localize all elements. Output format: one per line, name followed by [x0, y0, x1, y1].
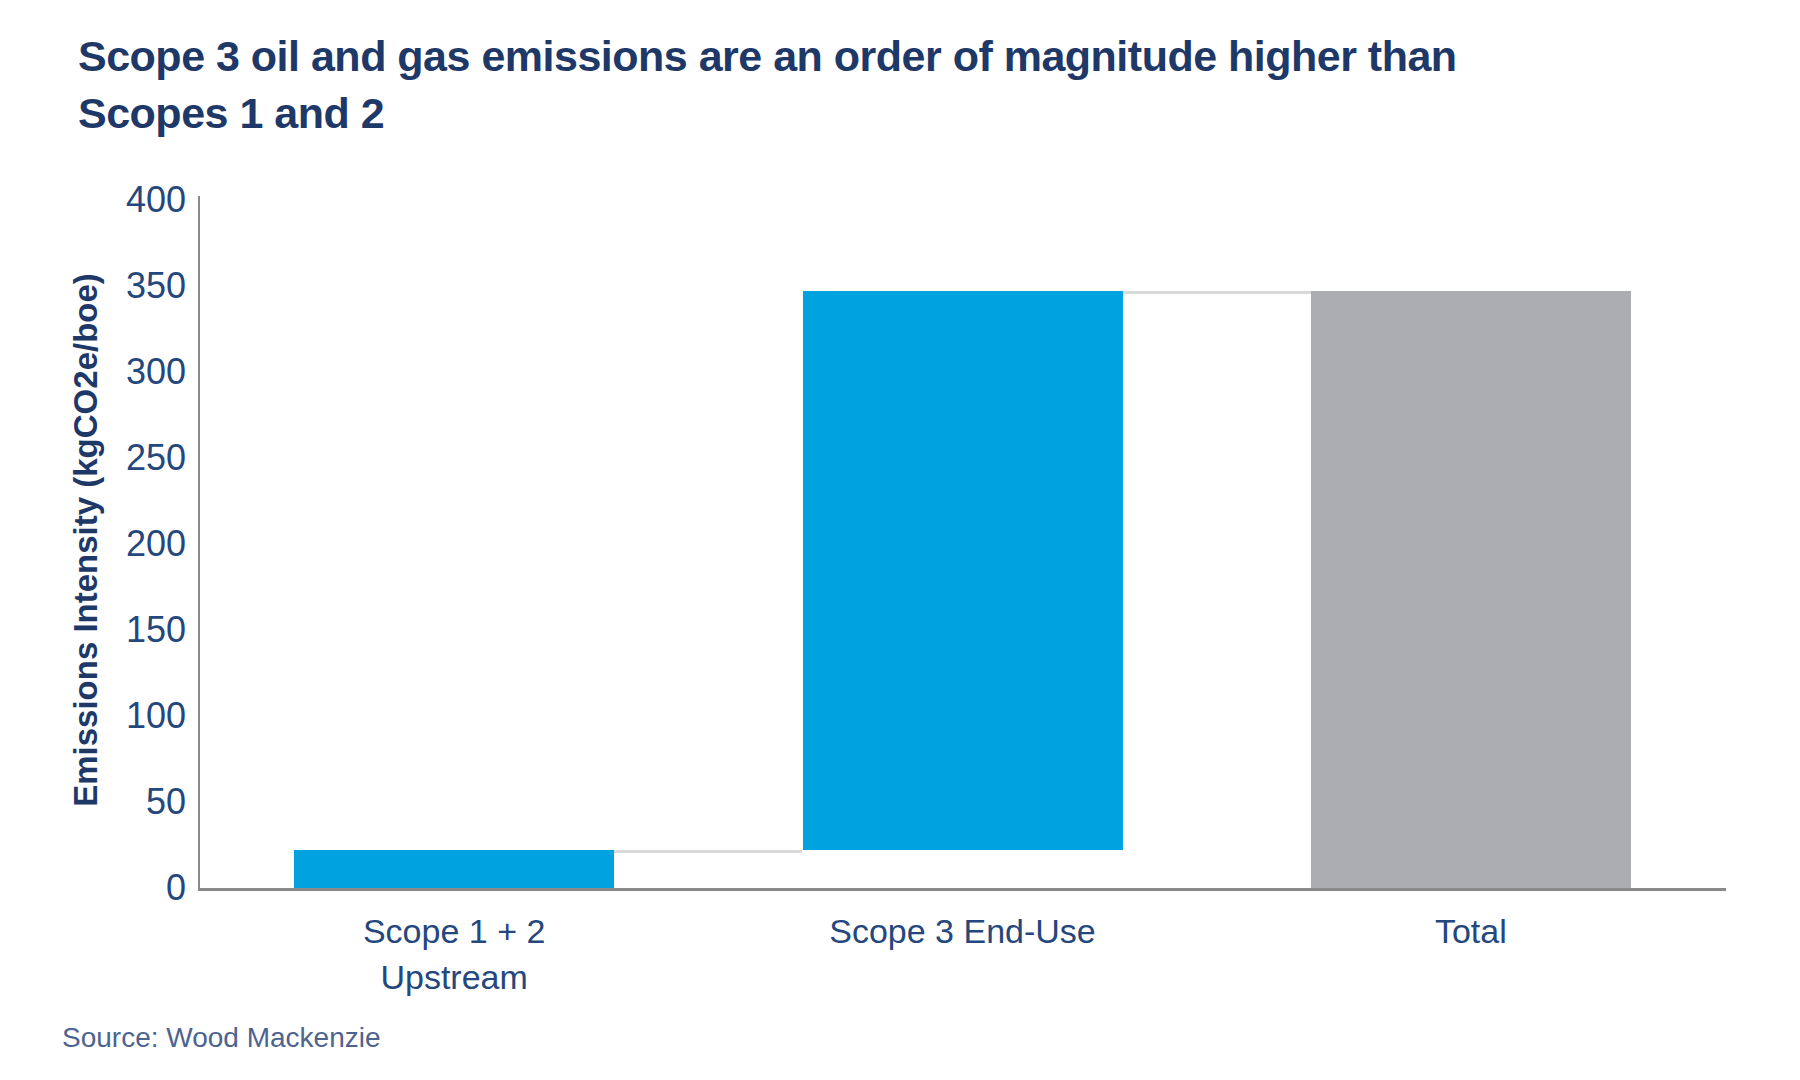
- bar-scope-3-end-use: [803, 291, 1123, 850]
- y-axis-tick-label-350: 350: [40, 268, 186, 304]
- y-axis-tick-label-400: 400: [40, 182, 186, 218]
- chart-title-line-1: Scope 3 oil and gas emissions are an ord…: [78, 28, 1598, 85]
- waterfall-connector: [614, 850, 802, 853]
- bar-total: [1311, 291, 1631, 888]
- y-axis-tick-label-150: 150: [40, 612, 186, 648]
- y-axis-tick-label-100: 100: [40, 698, 186, 734]
- x-axis-label-scope-3-end-use: Scope 3 End-Use: [829, 908, 1096, 954]
- y-axis-tick-labels: 0 50 100 150 200 250 300 350 400: [40, 0, 186, 1080]
- y-axis-tick-label-50: 50: [40, 784, 186, 820]
- plot-area: [200, 200, 1725, 888]
- waterfall-connector: [1123, 291, 1311, 294]
- x-axis-label-line: Total: [1435, 908, 1507, 954]
- y-axis-tick-label-0: 0: [40, 870, 186, 906]
- x-axis-line: [198, 888, 1726, 891]
- x-axis-label-line: Scope 1 + 2: [363, 908, 545, 954]
- source-note: Source: Wood Mackenzie: [62, 1022, 381, 1054]
- chart-title-line-2: Scopes 1 and 2: [78, 85, 1598, 142]
- y-axis-tick-label-200: 200: [40, 526, 186, 562]
- x-axis-category-labels: Scope 1 + 2Upstream Scope 3 End-Use Total: [200, 908, 1725, 1018]
- chart-page: Scope 3 oil and gas emissions are an ord…: [0, 0, 1800, 1080]
- bar-scope-1-2-upstream: [294, 850, 614, 888]
- x-axis-label-scope-1-2-upstream: Scope 1 + 2Upstream: [363, 908, 545, 1000]
- x-axis-label-total: Total: [1435, 908, 1507, 954]
- y-axis-tick-label-300: 300: [40, 354, 186, 390]
- y-axis-tick-label-250: 250: [40, 440, 186, 476]
- chart-title: Scope 3 oil and gas emissions are an ord…: [78, 28, 1598, 142]
- x-axis-label-line: Upstream: [363, 954, 545, 1000]
- x-axis-label-line: Scope 3 End-Use: [829, 908, 1096, 954]
